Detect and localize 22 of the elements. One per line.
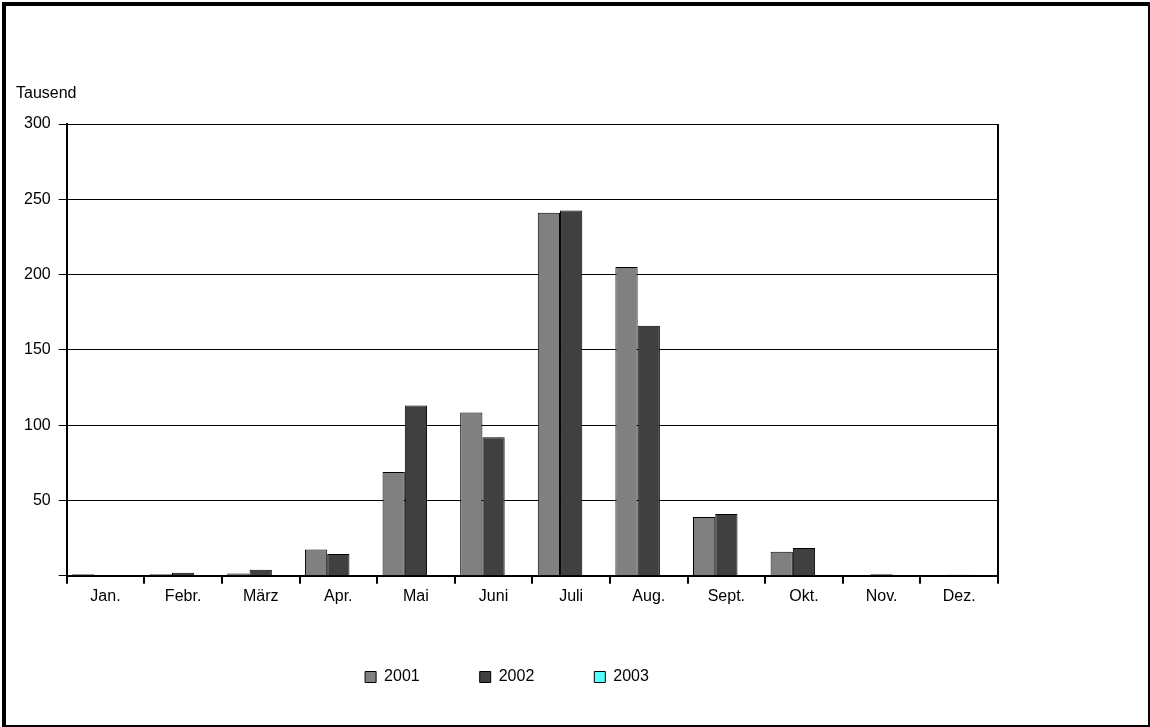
y-tick-label: 300 [23, 114, 51, 132]
y-tick-label: 100 [23, 415, 51, 433]
y-tick-label: 200 [23, 265, 51, 283]
y-tick-label: 50 [32, 490, 51, 508]
legend-label: 2001 [384, 667, 420, 685]
x-tick-label: Aug. [632, 586, 666, 604]
y-tick-label: 150 [23, 340, 51, 358]
legend-label: 2003 [613, 667, 649, 685]
x-tick-label: Febr. [164, 586, 202, 604]
x-tick-label: Juli [559, 586, 584, 604]
x-tick-label: Apr. [324, 586, 353, 604]
x-tick-label: März [242, 586, 279, 604]
y-tick-label: 250 [23, 189, 51, 207]
y-axis-title: Tausend [16, 84, 77, 102]
x-tick-label: Nov. [865, 586, 898, 604]
x-tick-label: Mai [403, 586, 429, 604]
x-tick-label: Jan. [90, 586, 121, 604]
x-tick-label: Dez. [942, 586, 976, 604]
x-tick-label: Sept. [707, 586, 746, 604]
legend-label: 2002 [498, 667, 535, 685]
x-tick-label: Okt. [789, 586, 819, 604]
x-tick-label: Juni [478, 586, 509, 604]
